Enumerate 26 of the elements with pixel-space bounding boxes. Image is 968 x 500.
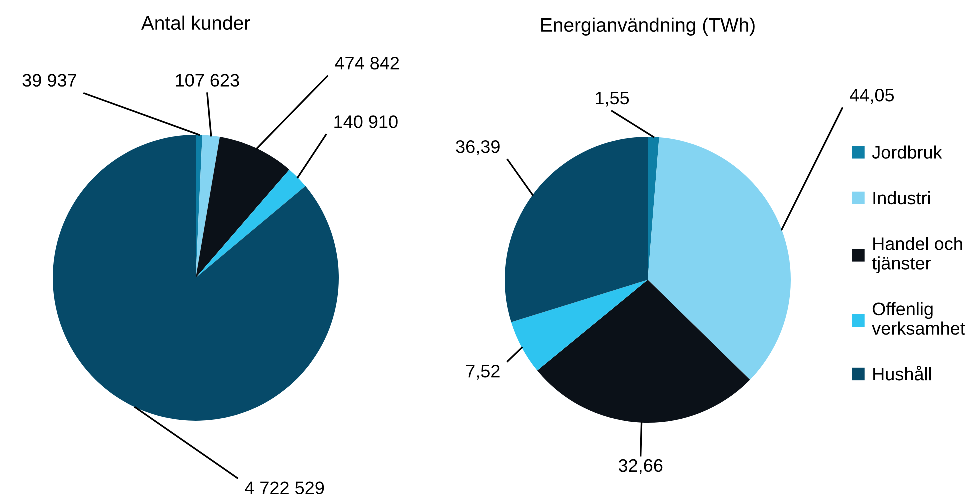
data-label: 474 842 (335, 56, 400, 70)
pie-slice (511, 280, 648, 371)
pie-slice (648, 137, 660, 280)
data-label: 39 937 (22, 74, 76, 87)
chart-title: Antal kunder (141, 16, 250, 30)
legend-label: Offenlig verksamhet (872, 302, 966, 336)
data-label: 1,55 (596, 92, 630, 107)
data-label: 44,05 (850, 89, 894, 104)
data-label: 107 623 (176, 74, 240, 87)
data-label: 7,52 (466, 365, 500, 380)
pie-slice (196, 137, 290, 278)
pie-slice (537, 280, 750, 423)
legend-label: Hushåll (874, 366, 932, 381)
pie-slice (505, 137, 648, 322)
data-label: 140 910 (334, 116, 398, 128)
pie-slice (53, 135, 339, 421)
pie-slice (196, 135, 220, 278)
pie-slice (196, 170, 306, 278)
chart-title: Energianvändning (TWh) (542, 18, 755, 36)
data-label: 36,39 (456, 140, 500, 156)
legend-label: Jordbruk (872, 146, 942, 159)
pie-slice (648, 137, 791, 380)
legend-label: Industri (874, 191, 930, 205)
data-label: 32,66 (618, 459, 663, 474)
data-label: 4 722 529 (245, 482, 324, 494)
legend-label: Handel och tjänster (872, 237, 962, 274)
